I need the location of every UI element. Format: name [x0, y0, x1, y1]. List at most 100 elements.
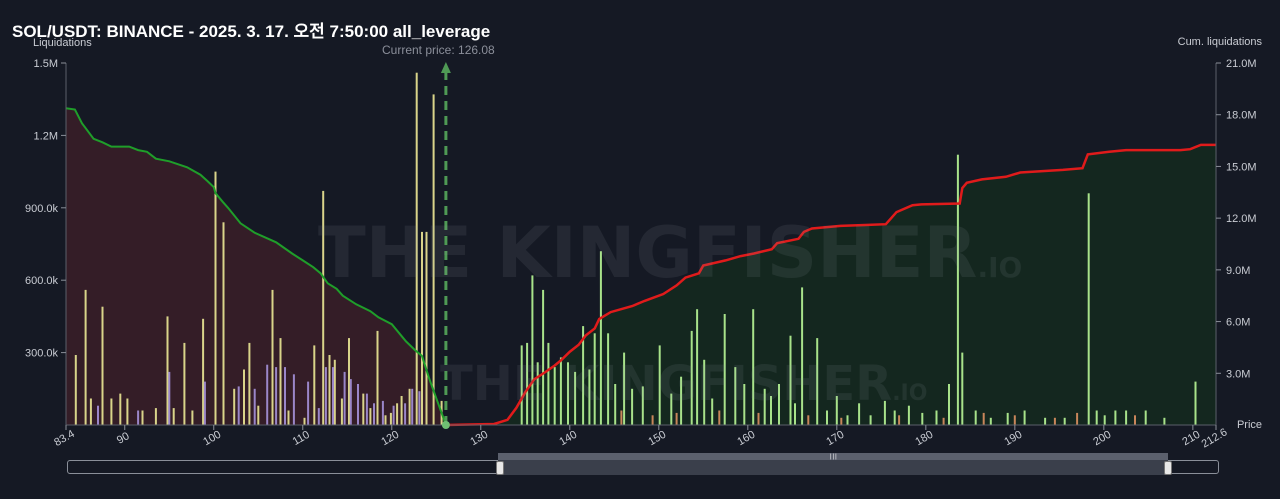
y-tick-label: 300.0k: [25, 348, 59, 360]
liquidation-bar: [141, 410, 144, 425]
liquidation-bar: [381, 400, 384, 425]
left-axis-title: Liquidations: [33, 37, 92, 49]
liquidation-bar: [1163, 417, 1166, 425]
liquidation-bar: [651, 415, 654, 425]
liquidation-bar: [357, 384, 359, 425]
x-tick-label: 130: [468, 429, 490, 449]
liquidation-bar: [752, 309, 755, 425]
right-axis-title: Cum. liquidations: [1177, 36, 1262, 48]
liquidation-bar: [191, 410, 194, 425]
range-grip-icon[interactable]: |||: [830, 454, 838, 460]
liquidation-bar: [553, 367, 556, 425]
watermark-small-text: THE KINGFISHER: [440, 356, 893, 412]
liquidation-bar: [658, 345, 661, 425]
liquidation-bar: [631, 388, 634, 425]
y2-tick-label: 21.0M: [1226, 58, 1257, 70]
liquidation-bar: [1044, 417, 1047, 425]
liquidation-bar: [266, 364, 269, 425]
liquidation-bar: [89, 398, 92, 425]
liquidation-bar: [324, 367, 327, 425]
liquidation-bar: [942, 417, 945, 425]
x-tick-label: 140: [557, 429, 579, 449]
liquidation-bar: [333, 359, 336, 425]
liquidation-bar: [1023, 410, 1026, 425]
liquidation-bar: [614, 384, 617, 425]
liquidation-bar: [343, 371, 346, 425]
liquidation-bar: [846, 415, 849, 425]
liquidation-bar: [593, 333, 596, 425]
liquidation-bar: [257, 405, 260, 425]
liquidation-bar: [1053, 417, 1056, 425]
liquidation-bar: [620, 410, 623, 425]
liquidation-bar: [292, 374, 295, 425]
liquidation-bar: [801, 287, 804, 425]
liquidation-bar: [415, 72, 418, 425]
liquidation-bar: [1087, 193, 1090, 425]
liquidation-bar: [432, 94, 435, 426]
liquidation-bar: [982, 412, 985, 425]
y-tick-label: 900.0k: [25, 203, 59, 215]
liquidation-bar: [734, 367, 737, 425]
x-tick-label: 210: [1180, 429, 1202, 449]
liquidation-bar: [214, 171, 217, 425]
liquidation-bar: [835, 396, 838, 425]
liquidation-bar: [1095, 410, 1098, 425]
liquidation-bar: [948, 384, 950, 425]
liquidation-bar: [1103, 415, 1106, 425]
liquidation-bar: [84, 289, 87, 425]
x-tick-label: 150: [646, 429, 668, 449]
liquidation-bar: [675, 412, 678, 425]
liquidation-bar: [411, 388, 414, 425]
liquidation-bar: [248, 342, 251, 425]
liquidation-bar: [670, 393, 673, 425]
y2-tick-label: 18.0M: [1226, 110, 1257, 122]
range-selection-bar[interactable]: [498, 453, 1168, 460]
liquidation-bar: [574, 371, 577, 425]
watermark-suffix: .IO: [977, 251, 1023, 284]
liquidation-bar: [279, 338, 282, 425]
y2-tick-label: 15.0M: [1226, 161, 1257, 173]
liquidation-bar: [97, 405, 99, 425]
y-tick-label: 1.5M: [34, 58, 58, 70]
liquidation-bar: [559, 357, 562, 425]
liquidation-bar: [303, 417, 306, 425]
liquidation-bar: [961, 352, 964, 425]
liquidation-bar: [1013, 415, 1016, 425]
liquidation-bar: [271, 289, 274, 425]
liquidation-bar: [1063, 417, 1066, 425]
y2-tick-label: 6.0M: [1226, 317, 1250, 329]
liquidation-bar: [1144, 410, 1147, 425]
liquidation-bar: [582, 326, 585, 425]
x-tick-label: 170: [824, 429, 846, 449]
liquidation-bar: [718, 410, 721, 425]
x-tick-label: 160: [735, 429, 757, 449]
liquidation-bar: [222, 222, 225, 425]
liquidation-bar: [389, 412, 392, 425]
liquidation-bar: [690, 330, 693, 425]
cumulative-area-fills: [66, 108, 1216, 426]
liquidation-bar: [392, 405, 395, 425]
liquidation-bar: [317, 408, 320, 425]
liquidation-bar: [789, 335, 792, 425]
liquidation-bar: [237, 386, 240, 425]
liquidation-bar: [362, 393, 365, 425]
liquidation-bar: [349, 379, 352, 425]
y2-tick-label: 3.0M: [1226, 368, 1250, 380]
watermark: THE KINGFISHER.IO: [318, 212, 1022, 294]
cumulative-area-fill-1: [66, 108, 446, 426]
x-tick-label: 110: [291, 429, 312, 448]
range-right-handle[interactable]: [1164, 461, 1172, 475]
liquidation-bars: [74, 72, 1197, 426]
liquidation-bar: [168, 371, 171, 425]
liquidation-bar: [858, 403, 861, 425]
x-tick-label: 100: [201, 429, 223, 449]
liquidation-bar: [893, 410, 896, 425]
liquidation-bar: [567, 362, 569, 425]
range-left-handle[interactable]: [496, 461, 504, 475]
x-tick-label: 180: [913, 429, 935, 449]
liquidation-bar: [723, 314, 726, 425]
liquidation-bar: [956, 154, 959, 425]
liquidation-bar: [770, 396, 772, 425]
liquidation-bar: [623, 352, 626, 425]
